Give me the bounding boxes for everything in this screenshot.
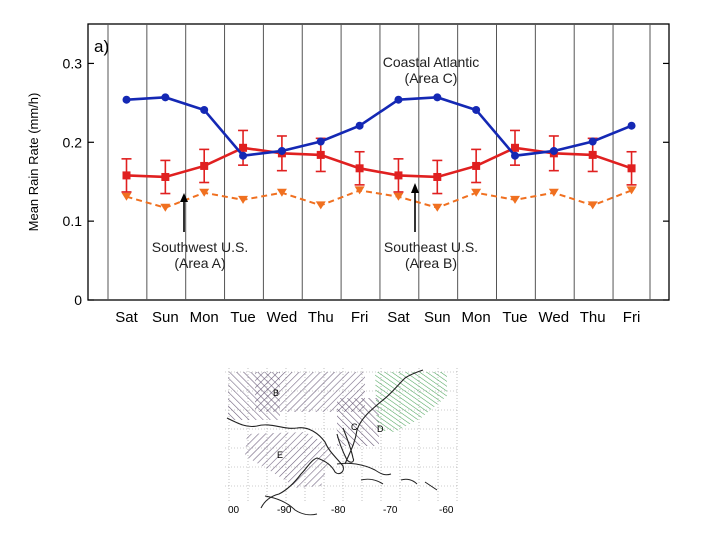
y-tick-label: 0.3 xyxy=(63,55,83,71)
map-central-america xyxy=(264,495,318,516)
x-tick-label: Wed xyxy=(539,309,570,326)
region-label-d: D xyxy=(377,424,384,434)
data-point xyxy=(393,192,404,201)
data-point xyxy=(548,188,559,197)
lon-label-1: -90 xyxy=(277,505,292,516)
data-point xyxy=(627,121,636,130)
data-point xyxy=(432,203,443,212)
arrow-area-a-head xyxy=(180,193,188,202)
annotation-area-b-line1: Southeast U.S. xyxy=(384,239,478,255)
lon-label-4: -60 xyxy=(439,505,454,516)
data-point xyxy=(588,150,597,159)
data-point xyxy=(199,188,210,197)
region-e-hatch xyxy=(245,432,333,488)
data-point xyxy=(316,137,325,146)
data-point xyxy=(394,95,403,104)
data-point xyxy=(354,186,365,195)
plot-frame xyxy=(87,23,670,301)
panel-label: a) xyxy=(94,37,109,56)
x-tick-label: Thu xyxy=(308,309,334,326)
x-tick-label: Sun xyxy=(424,309,451,326)
lon-label-2: -80 xyxy=(331,505,346,516)
x-tick-label: Tue xyxy=(502,309,527,326)
region-map: B C D E 00 -90 -80 -70 -60 xyxy=(225,368,460,518)
data-point xyxy=(315,201,326,210)
data-point xyxy=(433,172,442,181)
x-axis-ticks: Sat Sun Mon Tue Wed Thu Fri Sat Sun Mon Tue Wed Thu F… xyxy=(115,309,640,326)
annotation-area-b-line2: (Area B) xyxy=(405,255,457,271)
data-point xyxy=(510,195,520,204)
x-tick-label: Sun xyxy=(152,309,179,326)
chart-svg: 0 0.1 0.2 0.3 Sat Sun Mon Tue Wed Thu Fri Sat Sun Mo… xyxy=(26,23,670,326)
x-tick-label: Mon xyxy=(190,309,219,326)
data-point xyxy=(549,146,558,155)
y-axis-ticks: 0 0.1 0.2 0.3 xyxy=(63,55,669,308)
data-point xyxy=(277,146,286,155)
data-point xyxy=(511,151,519,160)
x-tick-label: Sat xyxy=(387,309,410,326)
y-axis-label: Mean Rain Rate (mm/h) xyxy=(26,93,41,232)
data-point xyxy=(276,188,287,197)
series-line-0 xyxy=(126,96,633,158)
annotation-area-a-line1: Southwest U.S. xyxy=(152,239,249,255)
data-point xyxy=(239,143,248,152)
series-line-2 xyxy=(126,189,632,209)
x-tick-label: Thu xyxy=(580,309,606,326)
data-point xyxy=(511,143,519,152)
data-point xyxy=(239,151,248,160)
x-tick-label: Sat xyxy=(115,309,138,326)
data-point xyxy=(161,93,170,102)
data-point xyxy=(121,192,132,201)
x-tick-label: Fri xyxy=(351,309,369,326)
series-layer xyxy=(121,93,637,212)
region-map-svg: B C D E 00 -90 -80 -70 -60 xyxy=(225,368,460,518)
x-tick-label: Tue xyxy=(230,309,255,326)
x-tick-label: Fri xyxy=(623,309,641,326)
map-caribbean xyxy=(336,462,438,491)
region-label-e: E xyxy=(277,450,283,460)
data-point xyxy=(160,203,171,212)
vertical-grid xyxy=(107,24,651,300)
data-point xyxy=(316,150,325,159)
data-point xyxy=(472,161,481,170)
region-label-c: C xyxy=(351,422,358,432)
series-1 xyxy=(121,129,637,195)
y-tick-label: 0.2 xyxy=(63,134,83,150)
region-label-b: B xyxy=(273,388,279,398)
annotation-area-a-line2: (Area A) xyxy=(174,255,225,271)
series-2 xyxy=(121,186,637,212)
data-point xyxy=(472,105,481,114)
data-point xyxy=(433,93,442,102)
data-point xyxy=(588,137,597,146)
map-florida xyxy=(336,427,355,463)
region-d-hatch xyxy=(375,372,447,432)
y-tick-label: 0 xyxy=(74,292,82,308)
data-point xyxy=(471,188,482,197)
x-tick-label: Mon xyxy=(462,309,491,326)
annotation-area-c-line2: (Area C) xyxy=(405,70,458,86)
data-point xyxy=(238,195,249,204)
data-point xyxy=(355,121,364,130)
lon-label-3: -70 xyxy=(383,505,398,516)
data-point xyxy=(122,171,131,180)
data-point xyxy=(122,95,131,104)
data-point xyxy=(627,164,636,173)
rain-rate-chart: 0 0.1 0.2 0.3 Sat Sun Mon Tue Wed Thu Fri Sat Sun Mo… xyxy=(26,23,670,326)
y-tick-label: 0.1 xyxy=(63,213,83,229)
x-tick-label: Wed xyxy=(267,309,298,326)
region-c-hatch xyxy=(337,398,379,446)
annotation-area-c-line1: Coastal Atlantic xyxy=(383,54,480,70)
arrow-area-b-head xyxy=(411,183,419,193)
data-point xyxy=(394,171,403,180)
data-point xyxy=(587,201,598,210)
data-point xyxy=(626,186,637,195)
data-point xyxy=(355,164,364,173)
data-point xyxy=(200,105,209,114)
series-0 xyxy=(122,93,636,160)
data-point xyxy=(161,172,170,181)
data-point xyxy=(200,161,209,170)
map-coastline xyxy=(226,369,424,509)
lon-label-0: 00 xyxy=(228,505,240,516)
